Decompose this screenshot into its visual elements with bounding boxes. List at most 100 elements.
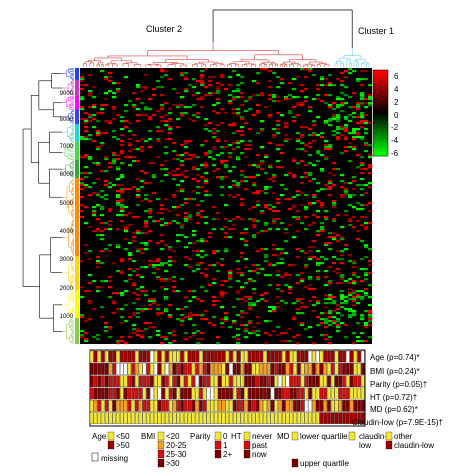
heatmap-cell — [348, 314, 353, 317]
heatmap-cell — [356, 290, 361, 293]
annotation-cell — [217, 387, 222, 400]
heatmap-cell — [200, 250, 205, 253]
heatmap-cell — [88, 226, 93, 229]
heatmap-cell — [324, 258, 329, 261]
annotation-cell — [199, 412, 203, 424]
annotation-cell — [330, 375, 335, 388]
heatmap-cell — [80, 138, 85, 141]
heatmap-cell — [288, 82, 293, 85]
heatmap-cell — [248, 278, 253, 281]
annotation-cell — [165, 375, 169, 388]
colorbar-segment — [373, 106, 388, 109]
annotation-cell — [131, 363, 135, 375]
colorbar-tick-label: -6 — [391, 149, 399, 158]
heatmap-cell — [300, 176, 305, 179]
heatmap-cell — [136, 308, 141, 311]
heatmap-cell — [328, 144, 333, 147]
heatmap-cell — [84, 222, 89, 225]
heatmap-cell — [304, 144, 309, 147]
heatmap-cell — [120, 144, 125, 147]
heatmap-cell — [324, 78, 329, 81]
annotation-cell — [244, 400, 248, 412]
annotation-cell — [353, 363, 358, 375]
heatmap-cell — [284, 274, 289, 277]
heatmap-cell — [140, 186, 145, 189]
heatmap-cell — [152, 266, 157, 269]
annotation-cell — [353, 400, 358, 412]
annotation-cell — [255, 400, 260, 412]
annotation-cell — [127, 387, 132, 400]
heatmap-cell — [304, 150, 309, 153]
heatmap-cell — [364, 122, 369, 125]
annotation-cell — [236, 375, 241, 388]
heatmap-cell — [260, 294, 265, 297]
heatmap-cell — [308, 326, 313, 329]
heatmap-cell — [308, 154, 313, 157]
heatmap-cell — [360, 290, 365, 293]
annotation-cell — [93, 363, 98, 375]
heatmap-cell — [144, 244, 149, 247]
annotation-cell — [101, 412, 105, 424]
heatmap-cell — [360, 70, 365, 73]
heatmap-cell — [80, 210, 85, 213]
heatmap-cell — [272, 128, 277, 131]
heatmap-cell — [152, 272, 157, 275]
heatmap-cell — [132, 328, 137, 331]
heatmap-cell — [212, 218, 217, 221]
heatmap-cell — [168, 256, 173, 259]
heatmap-cell — [352, 148, 357, 151]
annotation-cell — [236, 363, 241, 375]
heatmap-cell — [240, 76, 245, 79]
heatmap-cell — [240, 202, 245, 205]
annotation-cell — [127, 363, 132, 375]
heatmap-cell — [360, 164, 365, 167]
annotation-cell — [202, 387, 207, 400]
heatmap-cell — [248, 270, 253, 273]
heatmap-cell — [364, 278, 369, 281]
heatmap-cell — [316, 316, 321, 319]
heatmap-cell — [348, 196, 353, 199]
heatmap-cell — [120, 184, 125, 187]
heatmap-cell — [352, 332, 357, 335]
heatmap-cell — [308, 106, 313, 109]
heatmap-cell — [232, 336, 237, 339]
annotation-cell — [214, 363, 218, 375]
heatmap-cell — [256, 272, 261, 275]
annotation-cell — [304, 412, 309, 424]
annotation-cell — [349, 387, 354, 400]
heatmap-cell — [232, 90, 237, 93]
heatmap-cell — [280, 258, 285, 261]
heatmap-cell — [364, 226, 369, 229]
annotation-cell — [116, 400, 120, 412]
heatmap-cell — [200, 262, 205, 265]
annotation-cell — [131, 387, 135, 400]
heatmap-cell — [208, 130, 213, 133]
annotation-cell — [255, 412, 260, 424]
heatmap-cell — [240, 198, 245, 201]
heatmap-cell — [360, 208, 365, 211]
heatmap-cell — [344, 248, 349, 251]
heatmap-cell — [328, 302, 333, 305]
heatmap-cell — [160, 130, 165, 133]
heatmap-cell — [128, 130, 133, 133]
colorbar-frame — [372, 69, 389, 157]
heatmap-cell — [180, 308, 185, 311]
annotation-cell — [236, 412, 241, 424]
heatmap-cell — [172, 290, 177, 293]
heatmap-cell — [160, 68, 165, 71]
heatmap-cell — [228, 194, 233, 197]
heatmap-cell — [316, 278, 321, 281]
annotation-cell — [357, 350, 361, 363]
heatmap-cell — [200, 70, 205, 73]
legend-swatch — [291, 431, 299, 441]
heatmap-cell — [320, 132, 325, 135]
heatmap-cell — [308, 110, 313, 113]
heatmap-cell — [252, 192, 257, 195]
heatmap-cell — [144, 242, 149, 245]
annotation-cell — [210, 400, 214, 412]
heatmap-cell — [156, 308, 161, 311]
legend-label: 25-30 — [166, 450, 187, 459]
heatmap-cell — [148, 300, 153, 303]
annotation-cell — [342, 375, 346, 388]
heatmap-cell — [244, 282, 249, 285]
